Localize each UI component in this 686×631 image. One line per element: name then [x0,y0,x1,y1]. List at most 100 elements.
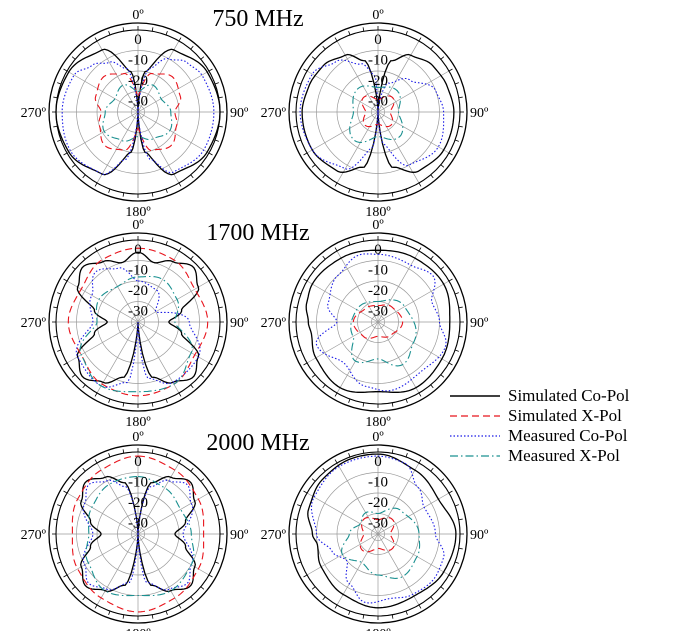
angle-tick [322,255,326,260]
angle-tick [348,610,351,615]
angle-tick [440,478,445,482]
angle-label-90: 90º [230,528,249,543]
angle-tick [200,164,205,168]
angle-tick [418,392,422,397]
angle-tick [405,241,408,246]
grid-spoke [306,321,379,364]
angle-tick [334,182,338,187]
series-sim-x [94,72,182,152]
angle-tick [63,362,68,366]
angle-tick [122,192,125,197]
angle-tick [178,459,182,464]
grid-spoke [377,533,450,576]
angle-tick [297,349,302,352]
angle-tick [218,306,223,309]
angle-tick [63,68,68,72]
angle-tick [108,31,111,36]
angle-tick [165,610,168,615]
angle-tick [151,402,154,407]
angle-tick [405,31,408,36]
angle-tick [218,547,223,550]
grid-spoke [137,321,210,364]
angle-tick [122,402,125,407]
angle-label-0: 0º [372,8,384,23]
angle-tick [348,453,351,458]
radial-tick-label: -20 [368,283,388,299]
grid-spoke [377,111,420,184]
angle-tick [430,467,434,472]
angle-tick [82,45,86,50]
angle-tick [63,278,68,282]
angle-tick [322,174,326,179]
angle-tick [82,174,86,179]
angle-tick [108,188,111,193]
angle-tick [82,467,86,472]
angle-tick [94,392,98,397]
angle-tick [122,27,125,32]
angle-label-0: 0º [132,8,144,23]
frame-ring [48,444,228,624]
angle-tick [71,56,76,60]
angle-label-270: 270º [21,106,47,121]
angle-tick [165,241,168,246]
grid-spoke [377,321,420,394]
angle-tick [200,478,205,482]
angle-tick [200,56,205,60]
frame-ring [288,444,468,624]
angle-tick [297,292,302,295]
grid-spoke [377,111,450,154]
angle-tick [448,574,453,578]
grid-spoke [336,111,379,184]
angle-tick [57,292,62,295]
angle-tick [208,490,213,494]
grid-spoke [66,533,139,576]
angle-tick [348,188,351,193]
angle-tick [53,547,58,550]
radial-tick-label: -30 [128,516,148,532]
angle-tick [71,164,76,168]
grid-spoke [137,111,210,154]
angle-tick [71,478,76,482]
angle-tick [214,349,219,352]
polar-panel-2: 0 -10 -20 -30 0º 180º 270º 90º [261,8,489,220]
legend-label-meas-co: Measured Co-Pol [508,426,628,445]
angle-tick [190,596,194,601]
radial-tick-label: 0 [374,454,382,470]
angle-tick [63,490,68,494]
angle-tick [165,398,168,403]
radial-tick-label: -20 [368,73,388,89]
angle-tick [218,518,223,521]
series-meas-x [341,507,421,579]
series-sim-x [67,247,209,397]
angle-label-180: 180º [125,415,151,430]
angle-tick [391,237,394,242]
angle-tick [53,125,58,128]
series-meas-co [75,267,201,388]
angle-tick [200,266,205,270]
angle-tick [200,586,205,590]
angle-tick [178,247,182,252]
angle-tick [311,374,316,378]
angle-tick [440,266,445,270]
angle-label-90: 90º [230,106,249,121]
angle-tick [440,56,445,60]
angle-tick [190,255,194,260]
grid-spoke [377,492,450,535]
angle-tick [208,68,213,72]
angle-tick [303,278,308,282]
title-1700mhz: 1700 MHz [206,220,309,246]
angle-tick [454,349,459,352]
angle-label-180: 180º [365,205,391,220]
angle-tick [208,152,213,156]
angle-tick [418,182,422,187]
legend-label-sim-x: Simulated X-Pol [508,406,622,425]
grid-spoke [96,40,139,113]
polar-panel-5: 0 -10 -20 -30 0º 180º 270º 90º [21,430,249,631]
angle-tick [362,192,365,197]
angle-tick [448,278,453,282]
angle-tick [311,586,316,590]
series-meas-x [102,84,173,142]
angle-tick [454,139,459,142]
angle-tick [405,453,408,458]
grid-spoke [377,280,450,323]
